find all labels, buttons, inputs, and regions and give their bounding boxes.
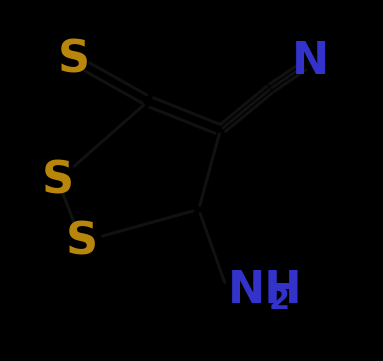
- Text: N: N: [292, 40, 329, 83]
- Text: S: S: [42, 159, 74, 202]
- Text: S: S: [65, 220, 97, 264]
- Text: 2: 2: [269, 286, 290, 315]
- Text: S: S: [58, 38, 90, 81]
- Text: NH: NH: [228, 269, 302, 312]
